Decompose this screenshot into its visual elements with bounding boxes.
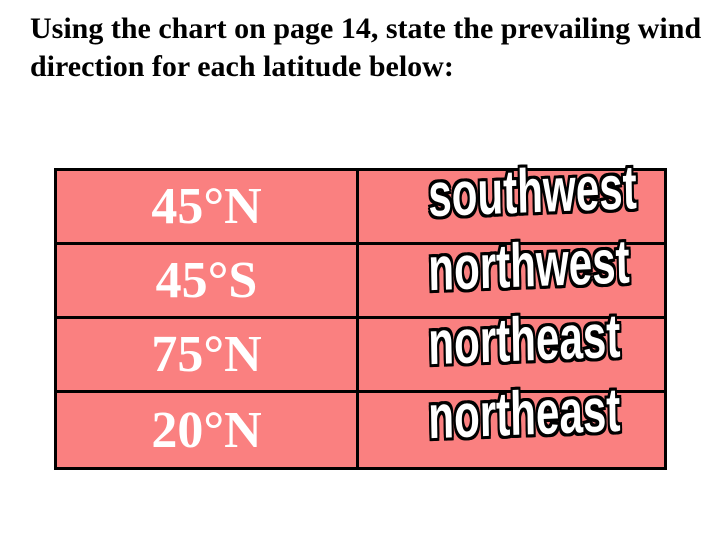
answer-cell: northwest <box>359 227 664 319</box>
answer-text: northeast <box>427 301 621 379</box>
latitude-cell: 45°S <box>57 245 359 319</box>
answer-cell: northeast <box>359 302 664 393</box>
slide-title: Using the chart on page 14, state the pr… <box>30 12 702 83</box>
answer-text: southwest <box>427 153 638 231</box>
answer-text: northeast <box>427 375 621 453</box>
latitude-cell: 75°N <box>57 319 359 393</box>
answer-cell: northeast <box>359 376 664 467</box>
latitude-cell: 20°N <box>57 393 359 467</box>
answer-text: northwest <box>427 227 631 305</box>
answer-cell: southwest <box>359 153 664 245</box>
latitude-wind-table: 45°N southwest 45°S northwest 75°N north… <box>54 153 667 470</box>
latitude-cell: 45°N <box>57 171 359 245</box>
